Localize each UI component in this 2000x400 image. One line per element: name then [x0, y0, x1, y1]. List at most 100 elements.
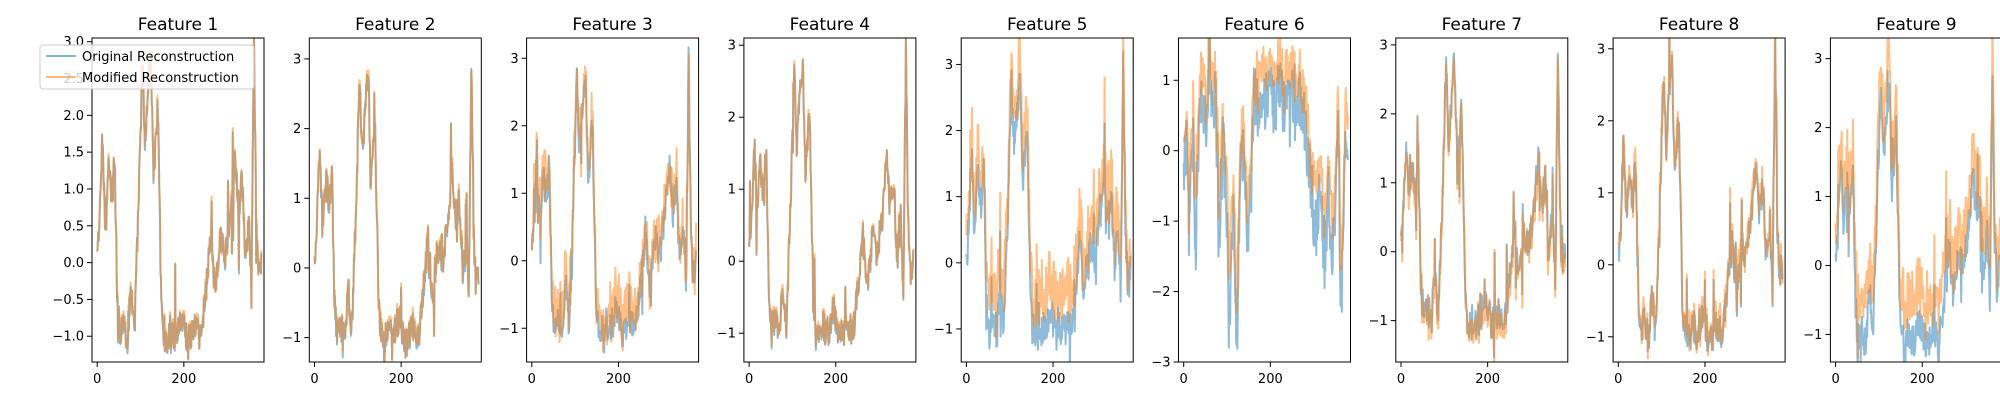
series-line-modified-feature-5 — [965, 38, 1132, 339]
x-tick-label: 0 — [962, 372, 970, 387]
y-tick-label: 1 — [1597, 186, 1605, 201]
y-tick-label: 2 — [945, 124, 953, 139]
subplot-feature-4: Feature 4 −1 0 1 2 3 0 200 — [717, 15, 917, 387]
axes-frame — [1395, 37, 1569, 363]
axes-frame — [743, 37, 917, 363]
y-tick-label: −1 — [1803, 328, 1822, 343]
series-line-modified-feature-2 — [313, 69, 480, 362]
x-tick-label: 200 — [389, 372, 414, 387]
legend: Original Reconstruction Modified Reconst… — [39, 44, 255, 90]
subplot-feature-9: Feature 9 −1 0 1 2 3 0 200 — [1803, 15, 2000, 387]
x-tick-label: 200 — [1258, 372, 1283, 387]
y-tick-label: 1 — [945, 190, 953, 205]
y-tick-label: 0 — [1162, 144, 1170, 159]
y-tick-label: 0 — [293, 261, 301, 276]
subplot-feature-8: Feature 8 −1 0 1 2 3 0 200 — [1586, 15, 1786, 387]
subplot-title: Feature 4 — [790, 15, 870, 35]
x-tick-label: 200 — [1910, 372, 1935, 387]
y-tick-label: 3 — [510, 52, 518, 67]
axes-frame — [1829, 37, 2000, 363]
y-tick-label: 1.5 — [63, 146, 84, 161]
y-tick-label: −1 — [1151, 215, 1170, 230]
y-tick-label: 2 — [1380, 107, 1388, 122]
subplot-title: Feature 9 — [1876, 15, 1956, 35]
series-line-modified-feature-1 — [96, 38, 263, 360]
y-tick-label: −2 — [1151, 285, 1170, 300]
y-tick-label: 2.0 — [63, 109, 84, 124]
y-tick-label: −1 — [1586, 330, 1605, 345]
axes-frame — [308, 37, 482, 363]
series-line-modified-feature-6 — [1182, 38, 1349, 315]
y-tick-label: −1 — [499, 322, 518, 337]
y-tick-label: 1 — [1814, 190, 1822, 205]
x-tick-label: 0 — [1831, 372, 1839, 387]
y-tick-label: −1 — [934, 322, 953, 337]
subplot-title: Feature 6 — [1224, 15, 1304, 35]
legend-box — [39, 44, 255, 90]
y-tick-label: 1 — [728, 183, 736, 198]
y-tick-label: 0.0 — [63, 256, 84, 271]
series-line-modified-feature-8 — [1617, 38, 1784, 360]
y-tick-label: 2 — [1814, 121, 1822, 136]
y-tick-label: 0 — [510, 254, 518, 269]
y-tick-label: 1.0 — [63, 182, 84, 197]
subplot-feature-5: Feature 5 −1 0 1 2 3 0 200 — [934, 15, 1134, 387]
subplot-panels: Feature 1−1.0−0.50.00.51.01.52.02.53.002… — [52, 15, 2000, 387]
y-tick-label: 1 — [1380, 176, 1388, 191]
series-line-original-feature-9 — [1834, 70, 2000, 362]
x-tick-label: 0 — [528, 372, 536, 387]
subplot-title: Feature 2 — [355, 15, 435, 35]
y-tick-label: 0 — [945, 256, 953, 271]
series-line-original-feature-2 — [313, 67, 480, 362]
subplot-feature-3: Feature 3 −1 0 1 2 3 0 200 — [499, 15, 700, 387]
y-tick-label: 2 — [728, 111, 736, 126]
y-tick-label: 0 — [1814, 259, 1822, 274]
y-tick-label: −1 — [1369, 314, 1388, 329]
y-tick-label: −1.0 — [52, 330, 84, 345]
y-tick-label: 2 — [293, 122, 301, 137]
y-tick-label: 3 — [1814, 52, 1822, 67]
x-tick-label: 0 — [310, 372, 318, 387]
y-tick-label: 3 — [1380, 38, 1388, 53]
subplot-title: Feature 1 — [138, 15, 218, 35]
legend-label-modified: Modified Reconstruction — [82, 71, 239, 86]
x-tick-label: 200 — [1693, 372, 1718, 387]
x-tick-label: 0 — [93, 372, 101, 387]
y-tick-label: 3 — [945, 58, 953, 73]
series-line-original-feature-6 — [1182, 38, 1349, 350]
y-tick-label: 1 — [1162, 74, 1170, 89]
y-tick-label: −1 — [717, 327, 736, 342]
x-tick-label: 200 — [1475, 372, 1500, 387]
y-tick-label: 0.5 — [63, 219, 84, 234]
x-tick-label: 0 — [1397, 372, 1405, 387]
y-tick-label: 1 — [293, 192, 301, 207]
x-tick-label: 200 — [823, 372, 848, 387]
subplot-feature-7: Feature 7 −1 0 1 2 3 0 200 — [1369, 15, 1569, 387]
series-line-modified-feature-9 — [1834, 38, 2000, 360]
series-line-modified-feature-7 — [1400, 56, 1567, 362]
y-tick-label: 1 — [510, 187, 518, 202]
axes-frame — [960, 37, 1134, 363]
x-tick-label: 0 — [1614, 372, 1622, 387]
legend-label-original: Original Reconstruction — [82, 50, 234, 65]
x-tick-label: 200 — [1041, 372, 1066, 387]
y-tick-label: 3 — [728, 39, 736, 54]
series-line-modified-feature-4 — [748, 38, 915, 348]
subplot-title: Feature 5 — [1007, 15, 1087, 35]
y-tick-label: 3 — [293, 52, 301, 67]
series-line-modified-feature-3 — [530, 53, 697, 353]
y-tick-label: 0 — [728, 255, 736, 270]
y-tick-label: −0.5 — [52, 293, 84, 308]
x-tick-label: 200 — [171, 372, 196, 387]
x-tick-label: 200 — [606, 372, 631, 387]
y-tick-label: −3 — [1151, 356, 1170, 371]
subplot-title: Feature 7 — [1442, 15, 1522, 35]
y-tick-label: 0 — [1380, 245, 1388, 260]
subplot-title: Feature 3 — [572, 15, 652, 35]
subplot-feature-6: Feature 6 −3 −2 −1 0 1 0 200 — [1151, 15, 1351, 387]
y-tick-label: 2 — [1597, 114, 1605, 129]
y-tick-label: −1 — [282, 331, 301, 346]
subplot-title: Feature 8 — [1659, 15, 1739, 35]
axes-frame — [1178, 37, 1351, 363]
